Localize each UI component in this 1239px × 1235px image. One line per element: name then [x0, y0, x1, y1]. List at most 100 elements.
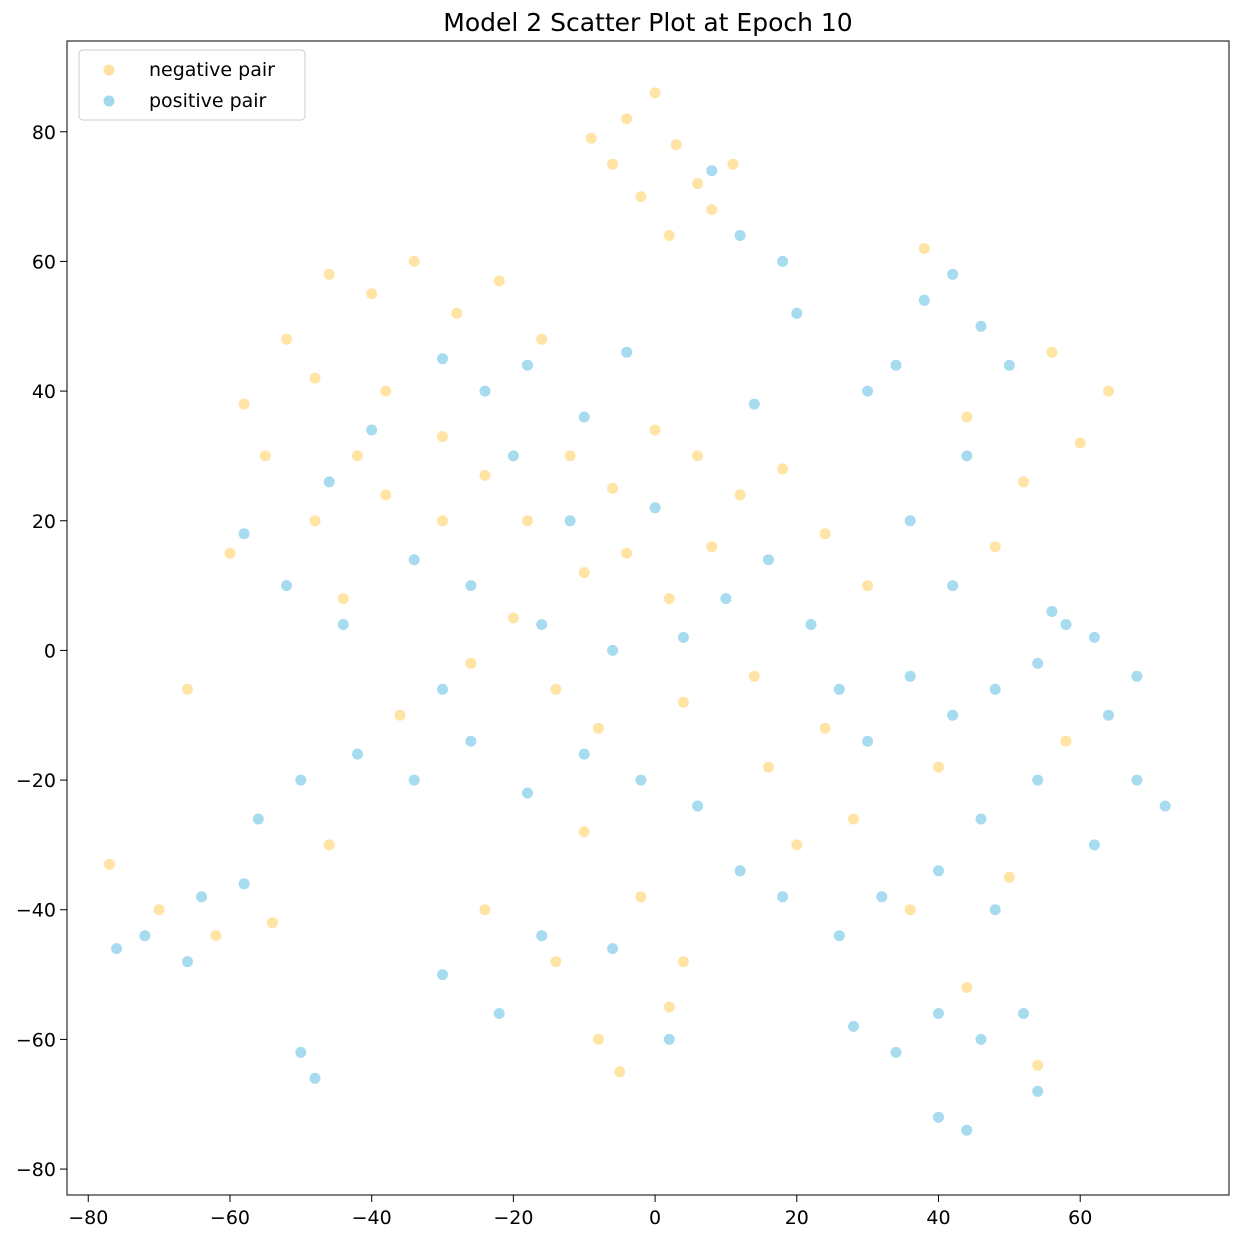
positive-point: [1032, 657, 1044, 669]
negative-point: [933, 761, 944, 773]
negative-point: [663, 230, 675, 241]
positive-point: [734, 230, 746, 241]
negative-point: [585, 132, 597, 144]
positive-point: [522, 787, 533, 799]
positive-point: [536, 930, 548, 942]
negative-point: [862, 580, 874, 592]
negative-point: [309, 372, 321, 384]
positive-point: [763, 554, 774, 566]
positive-point: [876, 891, 888, 903]
x-axis: −80 −60 −40 −20 0 20 40 60: [68, 1195, 1092, 1229]
negative-point: [1074, 437, 1086, 449]
positive-point: [720, 593, 732, 605]
negative-point: [592, 1033, 604, 1045]
negative-point: [536, 333, 548, 345]
plot-frame: [66, 40, 1230, 1196]
positive-point: [607, 644, 619, 656]
positive-point: [961, 1124, 973, 1136]
positive-point: [238, 878, 250, 890]
negative-point: [649, 424, 661, 436]
positive-point: [975, 813, 987, 825]
legend-marker-negative: [103, 64, 115, 76]
positive-point: [238, 528, 250, 540]
positive-point: [890, 359, 902, 371]
negative-point: [918, 243, 930, 254]
negative-point: [791, 839, 803, 851]
positive-point: [663, 1033, 675, 1045]
positive-point: [1159, 800, 1171, 812]
negative-point: [210, 930, 222, 942]
positive-point: [918, 294, 930, 306]
negative-point: [507, 612, 519, 624]
positive-point: [706, 165, 718, 177]
negative-point: [1046, 346, 1058, 358]
negative-point: [366, 288, 378, 300]
negative-point: [380, 385, 392, 397]
negative-point: [437, 431, 448, 442]
positive-point: [522, 359, 533, 371]
negative-point: [607, 158, 619, 170]
x-tick-label: −60: [210, 1207, 250, 1229]
negative-point: [564, 450, 576, 462]
positive-point: [975, 320, 987, 332]
negative-point: [238, 398, 250, 410]
positive-point: [904, 670, 916, 682]
y-tick-label: −80: [16, 1159, 56, 1181]
negative-point: [281, 333, 293, 345]
negative-point: [1060, 735, 1072, 747]
positive-point: [890, 1046, 902, 1058]
positive-point: [904, 515, 916, 527]
positive-point: [111, 943, 123, 955]
negative-point: [961, 982, 973, 993]
negative-point: [1003, 871, 1015, 883]
positive-point: [635, 774, 647, 786]
legend-marker-positive: [103, 95, 115, 107]
positive-point: [1032, 774, 1044, 786]
negative-point: [607, 482, 619, 494]
x-tick-label: 20: [785, 1207, 809, 1229]
negative-point: [734, 489, 746, 501]
positive-point: [309, 1072, 321, 1084]
y-tick-label: 0: [44, 640, 56, 662]
negative-point: [621, 113, 633, 125]
negative-point: [649, 87, 661, 99]
positive-point: [947, 709, 959, 721]
negative-point: [1032, 1059, 1044, 1071]
positive-point: [465, 580, 477, 592]
positive-point: [1060, 619, 1072, 630]
negative-point: [706, 541, 718, 553]
negative-point: [408, 255, 420, 267]
y-tick-label: −20: [16, 770, 56, 792]
negative-point: [437, 515, 448, 527]
positive-point: [947, 268, 959, 280]
negative-point: [848, 813, 859, 825]
positive-point: [734, 865, 746, 877]
positive-point: [564, 515, 576, 527]
negative-point: [663, 593, 675, 605]
positive-point: [323, 476, 335, 488]
legend-label-positive: positive pair: [149, 90, 267, 112]
positive-point: [1131, 774, 1143, 786]
positive-point: [748, 398, 760, 410]
positive-point: [692, 800, 704, 812]
negative-point: [451, 307, 463, 319]
negative-point: [522, 515, 533, 527]
positive-point: [933, 1008, 944, 1019]
negative-point: [550, 683, 562, 695]
negative-point: [763, 761, 774, 773]
negative-point: [323, 268, 335, 280]
negative-point: [479, 469, 491, 481]
negative-point: [479, 904, 491, 916]
positive-point: [182, 956, 193, 968]
positive-point: [1032, 1085, 1044, 1097]
negative-point: [267, 917, 278, 929]
negative-point: [635, 891, 647, 903]
positive-point: [507, 450, 519, 462]
negative-point: [224, 547, 236, 559]
chart-title: Model 2 Scatter Plot at Epoch 10: [443, 8, 852, 37]
y-tick-label: 60: [32, 251, 56, 273]
positive-point: [352, 748, 363, 760]
negative-point: [748, 670, 760, 682]
positive-point: [1003, 359, 1015, 371]
negative-point: [961, 411, 973, 423]
